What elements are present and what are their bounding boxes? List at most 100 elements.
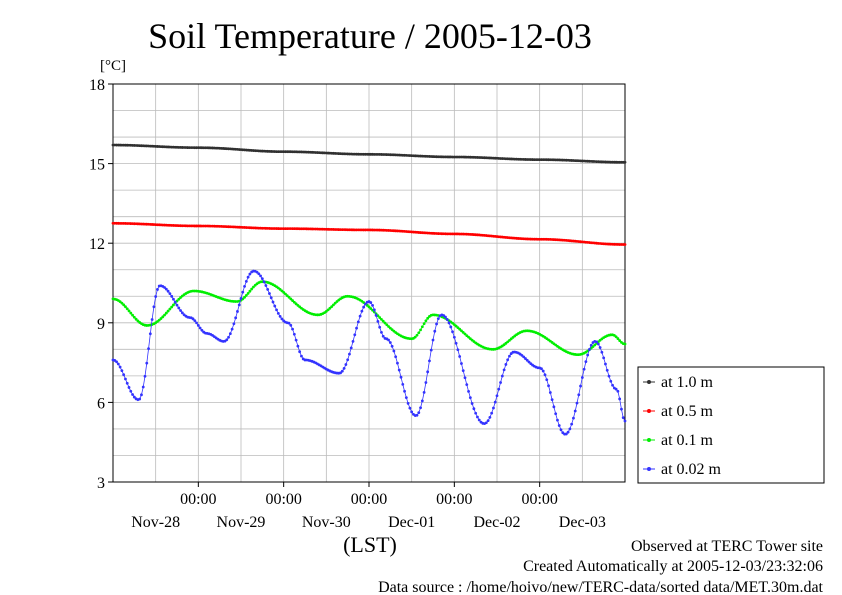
data-point <box>179 309 182 312</box>
series-1 <box>111 221 627 246</box>
data-point <box>124 305 127 309</box>
data-point <box>548 391 552 394</box>
data-point <box>296 344 300 348</box>
y-tick-label: 12 <box>89 236 105 253</box>
data-point <box>125 307 129 311</box>
data-point <box>623 160 627 164</box>
legend: at 1.0 m at 0.5 m at 0.1 m at 0.02 m <box>637 366 825 484</box>
data-point <box>422 322 426 326</box>
data-point <box>582 367 586 371</box>
data-point <box>429 348 433 352</box>
data-point <box>596 342 600 346</box>
data-point <box>577 393 581 397</box>
data-point <box>525 358 529 362</box>
data-point <box>417 331 421 335</box>
data-point <box>572 416 575 420</box>
x-axis-label: (LST) <box>343 532 397 557</box>
legend-swatch-marker <box>647 380 651 384</box>
data-point <box>116 362 120 366</box>
legend-label: at 0.5 m <box>661 403 714 420</box>
data-point <box>406 401 410 405</box>
data-point <box>262 280 266 284</box>
data-point <box>291 299 294 302</box>
x-tick-time-label: 00:00 <box>521 491 557 508</box>
data-point <box>618 397 622 401</box>
data-point <box>600 350 604 354</box>
legend-label: at 0.02 m <box>661 461 722 478</box>
data-point <box>436 317 440 321</box>
data-point <box>424 319 428 323</box>
data-point <box>257 272 261 276</box>
data-point <box>129 311 133 315</box>
data-point <box>392 349 396 353</box>
data-point <box>243 295 246 299</box>
data-point <box>445 318 449 321</box>
data-point <box>390 344 394 348</box>
x-tick-time-label: 00:00 <box>180 491 216 508</box>
data-point <box>460 329 463 333</box>
data-point <box>614 387 618 391</box>
x-tick-time-label: 00:00 <box>436 491 472 508</box>
data-point <box>260 277 264 281</box>
data-point <box>161 315 165 319</box>
data-point <box>152 305 156 309</box>
data-point <box>122 303 126 307</box>
data-point <box>369 307 373 310</box>
data-point <box>330 305 334 308</box>
data-point <box>125 381 129 385</box>
data-point <box>556 418 559 422</box>
data-point <box>381 319 385 323</box>
x-tick-date-label: Dec-01 <box>388 514 435 531</box>
data-point <box>237 303 241 307</box>
data-point <box>508 354 511 358</box>
data-point <box>604 362 607 366</box>
data-point <box>454 341 458 345</box>
data-point <box>241 290 245 294</box>
data-point <box>623 342 627 346</box>
data-point <box>467 389 470 393</box>
data-point <box>618 339 622 342</box>
data-point <box>422 390 426 394</box>
series-2 <box>111 280 627 357</box>
data-point <box>292 332 296 336</box>
data-point <box>415 333 419 337</box>
data-point <box>598 346 602 349</box>
legend-label: at 0.1 m <box>661 432 714 449</box>
data-point <box>173 300 177 304</box>
y-axis-unit: [°C] <box>100 58 126 74</box>
data-point <box>118 365 122 369</box>
data-point <box>502 368 506 372</box>
data-point <box>593 343 597 347</box>
data-point <box>456 348 460 352</box>
data-point <box>120 301 124 305</box>
data-point <box>246 275 250 279</box>
data-point <box>132 395 136 399</box>
x-tick-date-label: Nov-28 <box>131 514 180 531</box>
data-point <box>589 343 593 347</box>
data-point <box>177 306 181 310</box>
x-tick-date-label: Dec-02 <box>473 514 520 531</box>
data-point <box>426 316 430 320</box>
data-point <box>172 297 175 301</box>
data-point <box>333 301 337 305</box>
data-point <box>433 329 437 333</box>
data-point <box>616 389 620 393</box>
data-point <box>564 432 568 436</box>
data-point <box>611 383 614 387</box>
y-tick-label: 18 <box>89 77 105 94</box>
data-point <box>506 358 510 362</box>
data-point <box>287 295 291 299</box>
footer-created: Created Automatically at 2005-12-03/23:3… <box>523 558 823 575</box>
data-point <box>461 331 465 334</box>
data-point <box>374 313 378 317</box>
data-point <box>451 330 454 334</box>
data-point <box>129 389 133 393</box>
data-point <box>504 363 508 366</box>
data-point <box>396 361 399 365</box>
data-point <box>499 381 502 384</box>
data-point <box>246 291 250 295</box>
data-point <box>356 320 360 324</box>
data-point <box>127 386 131 389</box>
data-point <box>166 309 170 313</box>
